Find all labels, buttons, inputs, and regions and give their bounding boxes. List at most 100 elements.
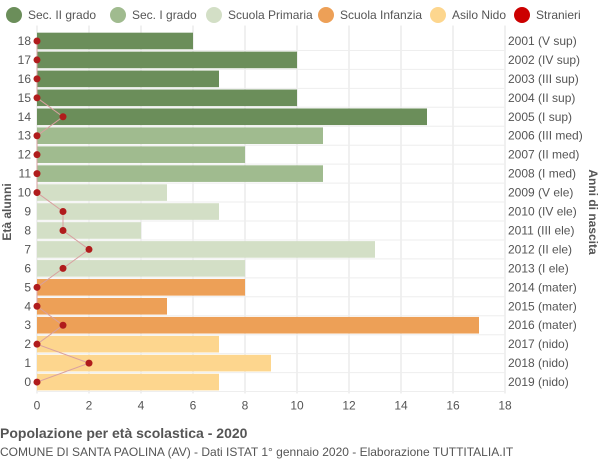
y-tick-label-birth-year: 2006 (III med) xyxy=(508,129,583,143)
legend-item-sec-ii-grado: Sec. II grado xyxy=(6,4,96,26)
y-axis-title-right: Anni di nascita xyxy=(586,169,600,255)
x-tick-label: 2 xyxy=(86,399,93,413)
y-tick-label-age: 9 xyxy=(24,205,31,219)
legend-swatch xyxy=(110,7,126,23)
legend-swatch xyxy=(318,7,334,23)
stranieri-point xyxy=(33,302,41,310)
stranieri-point xyxy=(33,151,41,159)
bar xyxy=(37,70,219,88)
y-tick-label-age: 0 xyxy=(24,375,31,389)
legend-label: Scuola Primaria xyxy=(228,8,313,22)
chart-title: Popolazione per età scolastica - 2020 xyxy=(0,425,248,441)
bar xyxy=(37,279,245,296)
y-tick-label-birth-year: 2001 (V sup) xyxy=(508,34,577,48)
y-tick-label-age: 3 xyxy=(24,318,31,332)
legend-label: Scuola Infanzia xyxy=(340,8,423,22)
legend-swatch xyxy=(514,7,530,23)
y-tick-label-birth-year: 2015 (mater) xyxy=(508,299,577,313)
y-tick-label-birth-year: 2019 (nido) xyxy=(508,375,569,389)
y-tick-label-birth-year: 2007 (II med) xyxy=(508,148,579,162)
x-tick-label: 0 xyxy=(34,399,41,413)
y-tick-label-age: 1 xyxy=(24,356,31,370)
x-tick-label: 14 xyxy=(394,399,408,413)
legend-item-stranieri: Stranieri xyxy=(514,4,581,26)
y-tick-label-birth-year: 2002 (IV sup) xyxy=(508,53,580,67)
legend-item-scuola-infanzia: Scuola Infanzia xyxy=(318,4,422,26)
stranieri-point xyxy=(33,75,41,83)
legend-label: Asilo Nido xyxy=(452,8,507,22)
stranieri-point xyxy=(59,264,67,272)
x-tick-label: 12 xyxy=(342,399,356,413)
bar xyxy=(37,184,167,201)
y-tick-label-birth-year: 2010 (IV ele) xyxy=(508,205,577,219)
stranieri-point xyxy=(33,283,41,291)
bar xyxy=(37,260,245,277)
bar xyxy=(37,297,167,315)
bar xyxy=(37,146,245,163)
stranieri-point xyxy=(33,94,41,102)
legend-label: Sec. I grado xyxy=(132,8,197,22)
y-tick-label-age: 13 xyxy=(18,129,32,143)
stranieri-point xyxy=(33,132,41,140)
legend-item-asilo-nido: Asilo Nido xyxy=(430,4,506,26)
stranieri-point xyxy=(59,208,67,216)
x-tick-label: 6 xyxy=(190,399,197,413)
y-tick-label-age: 18 xyxy=(18,34,32,48)
x-tick-label: 10 xyxy=(290,399,304,413)
y-tick-label-birth-year: 2018 (nido) xyxy=(508,356,569,370)
stranieri-point xyxy=(33,378,41,386)
bar xyxy=(37,354,271,372)
y-tick-label-birth-year: 2008 (I med) xyxy=(508,167,576,181)
y-tick-label-age: 17 xyxy=(18,53,32,67)
y-tick-label-birth-year: 2017 (nido) xyxy=(508,337,569,351)
y-tick-label-age: 7 xyxy=(24,242,31,256)
stranieri-point xyxy=(85,245,93,253)
stranieri-point xyxy=(33,56,41,64)
legend-item-scuola-primaria: Scuola Primaria xyxy=(206,4,313,26)
legend-label: Stranieri xyxy=(536,8,581,22)
y-tick-label-age: 2 xyxy=(24,337,31,351)
y-tick-label-age: 11 xyxy=(19,167,32,181)
bar xyxy=(37,222,141,239)
y-tick-label-birth-year: 2013 (I ele) xyxy=(508,261,569,275)
stranieri-point xyxy=(85,359,93,367)
y-tick-label-birth-year: 2011 (III ele) xyxy=(508,223,574,237)
x-tick-label: 8 xyxy=(242,399,249,413)
x-tick-label: 4 xyxy=(138,399,145,413)
y-tick-label-birth-year: 2004 (II sup) xyxy=(508,91,575,105)
y-axis-title-left: Età alunni xyxy=(0,183,14,240)
y-tick-label-birth-year: 2012 (II ele) xyxy=(508,242,572,256)
stranieri-point xyxy=(33,170,41,178)
y-tick-label-age: 15 xyxy=(18,91,32,105)
y-tick-label-age: 5 xyxy=(24,280,31,294)
legend-swatch xyxy=(430,7,446,23)
bar xyxy=(37,373,219,391)
stranieri-point xyxy=(33,37,41,45)
stranieri-point xyxy=(33,340,41,348)
stranieri-point xyxy=(33,189,41,197)
stranieri-point xyxy=(59,226,67,234)
y-tick-label-birth-year: 2009 (V ele) xyxy=(508,186,573,200)
bar xyxy=(37,89,297,107)
bar xyxy=(37,165,323,182)
legend: Sec. II grado Sec. I grado Scuola Primar… xyxy=(0,4,600,26)
bar xyxy=(37,335,219,353)
stranieri-point xyxy=(59,113,67,121)
legend-swatch xyxy=(206,7,222,23)
bar xyxy=(37,32,193,50)
legend-swatch xyxy=(6,7,22,23)
bar xyxy=(37,203,219,220)
bars xyxy=(37,32,479,391)
x-tick-label: 18 xyxy=(498,399,512,413)
y-tick-label-birth-year: 2003 (III sup) xyxy=(508,72,579,86)
y-tick-label-age: 14 xyxy=(18,110,32,124)
legend-item-sec-i-grado: Sec. I grado xyxy=(110,4,197,26)
x-tick-label: 16 xyxy=(446,399,460,413)
y-tick-label-age: 8 xyxy=(24,223,31,237)
bar xyxy=(37,316,479,334)
stranieri-point xyxy=(59,321,67,329)
y-tick-label-age: 4 xyxy=(24,299,31,313)
bar xyxy=(37,108,427,126)
